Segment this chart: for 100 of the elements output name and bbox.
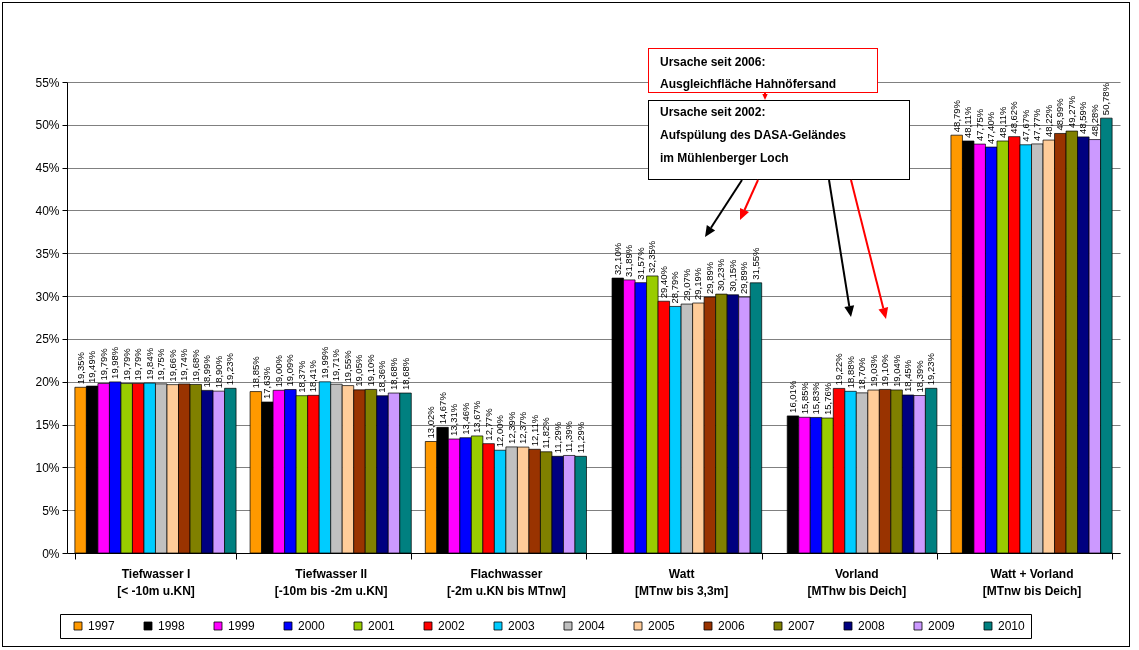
y-tick-label: 35% xyxy=(35,246,60,261)
data-label: 48,11% xyxy=(996,105,1008,138)
data-label: 19,99% xyxy=(318,346,330,379)
y-tick-label: 40% xyxy=(35,203,60,218)
data-label: 15,85% xyxy=(798,381,810,415)
data-label: 32,10% xyxy=(611,242,623,276)
data-label: 18,36% xyxy=(376,360,388,393)
data-label: 11,39% xyxy=(563,420,575,453)
legend-label: 2006 xyxy=(718,619,746,633)
data-label: 13,67% xyxy=(471,400,483,433)
data-label: 47,67% xyxy=(1019,109,1031,142)
data-label: 19,04% xyxy=(890,354,902,387)
x-tick-label: Tiefwasser II [-10m bis -2m u.KN] xyxy=(274,566,388,598)
data-label: 29,40% xyxy=(657,265,669,299)
legend-label: 2004 xyxy=(578,619,606,633)
y-tick-label: 50% xyxy=(35,118,60,133)
x-tick-label: Watt + Vorland [MTnw bis Deich] xyxy=(982,566,1082,598)
data-label: 19,75% xyxy=(155,348,167,381)
legend-label: 2003 xyxy=(508,619,536,633)
legend-label: 2007 xyxy=(788,619,816,633)
data-label: 12,77% xyxy=(482,407,494,441)
data-label: 19,55% xyxy=(341,349,353,383)
data-label: 29,89% xyxy=(738,261,750,295)
data-label: 47,40% xyxy=(985,111,997,145)
data-label: 28,79% xyxy=(669,270,681,304)
data-label: 18,39% xyxy=(913,359,925,393)
data-label: 19,79% xyxy=(97,347,109,381)
data-label: 18,45% xyxy=(902,359,914,392)
data-label: 18,99% xyxy=(201,354,213,388)
y-tick-label: 30% xyxy=(35,289,60,304)
data-label: 12,37% xyxy=(517,411,529,445)
x-tick-label: Vorland [MThw bis Deich] xyxy=(807,566,907,598)
data-label: 12,11% xyxy=(528,414,540,447)
data-label: 19,79% xyxy=(132,347,144,381)
data-label: 19,10% xyxy=(879,353,891,387)
annotation: Ursache seit 2002: Aufspülung des DASA-Geländes im Mühlenberger Loch xyxy=(660,104,847,167)
data-label: 31,57% xyxy=(634,246,646,280)
x-tick-label: Tiefwasser I [< -10m u.KN] xyxy=(117,566,195,598)
data-label: 29,07% xyxy=(680,268,692,302)
data-label: 31,55% xyxy=(749,247,761,280)
data-label: 48,11% xyxy=(962,105,974,138)
legend-label: 1998 xyxy=(158,619,186,633)
data-label: 19,84% xyxy=(143,347,155,381)
data-label: 19,79% xyxy=(120,347,132,381)
data-label: 13,02% xyxy=(425,405,437,439)
data-label: 47,75% xyxy=(973,108,985,142)
x-tick-label: Watt [MTnw bis 3,3m] xyxy=(634,566,729,598)
data-label: 11,29% xyxy=(551,421,563,454)
data-label: 19,22% xyxy=(833,352,845,386)
data-label: 30,15% xyxy=(726,259,738,292)
data-label: 47,77% xyxy=(1031,108,1043,141)
data-label: 18,41% xyxy=(307,359,319,393)
legend-label: 2001 xyxy=(368,619,396,633)
data-label: 15,83% xyxy=(810,381,822,415)
legend-label: 2000 xyxy=(298,619,326,633)
y-tick-label: 5% xyxy=(42,503,60,518)
data-label: 19,98% xyxy=(109,346,121,379)
data-label: 48,22% xyxy=(1042,104,1054,138)
data-label: 48,79% xyxy=(950,99,962,133)
legend-label: 1997 xyxy=(88,619,116,633)
data-label: 48,59% xyxy=(1077,101,1089,134)
data-label: 19,00% xyxy=(272,354,284,388)
data-label: 31,89% xyxy=(623,244,635,277)
data-label: 49,27% xyxy=(1065,95,1077,129)
data-label: 18,85% xyxy=(249,355,261,389)
data-label: 48,28% xyxy=(1088,103,1100,137)
data-label: 15,76% xyxy=(821,382,833,416)
legend-label: 1999 xyxy=(228,619,256,633)
data-label: 19,23% xyxy=(925,352,937,386)
data-label: 11,29% xyxy=(574,421,586,454)
data-label: 16,01% xyxy=(786,380,798,413)
data-label: 19,09% xyxy=(284,353,296,387)
data-label: 48,62% xyxy=(1008,100,1020,134)
data-label: 30,23% xyxy=(715,258,727,292)
data-label: 32,35% xyxy=(646,240,658,273)
data-label: 19,35% xyxy=(74,351,86,385)
data-label: 18,37% xyxy=(295,359,307,393)
data-label: 17,63% xyxy=(261,366,273,400)
data-label: 13,46% xyxy=(459,401,471,435)
y-tick-label: 20% xyxy=(35,375,60,390)
data-label: 29,89% xyxy=(703,261,715,295)
data-label: 13,31% xyxy=(448,403,460,437)
data-label: 18,90% xyxy=(212,355,224,389)
data-label: 19,66% xyxy=(166,348,178,382)
data-label: 19,74% xyxy=(178,348,190,381)
data-label: 19,23% xyxy=(224,352,236,386)
data-label: 19,10% xyxy=(364,353,376,387)
y-tick-label: 10% xyxy=(35,460,60,475)
data-label: 18,68% xyxy=(388,357,400,391)
legend-label: 2002 xyxy=(438,619,466,633)
y-tick-label: 0% xyxy=(42,546,60,561)
data-label: 18,88% xyxy=(844,355,856,389)
y-tick-label: 55% xyxy=(35,75,60,90)
data-label: 19,49% xyxy=(86,350,98,384)
data-label: 48,99% xyxy=(1054,97,1066,131)
y-tick-label: 45% xyxy=(35,161,60,176)
y-tick-label: 25% xyxy=(35,332,60,347)
data-label: 12,39% xyxy=(505,411,517,444)
data-label: 19,71% xyxy=(330,348,342,382)
data-label: 19,03% xyxy=(867,354,879,388)
